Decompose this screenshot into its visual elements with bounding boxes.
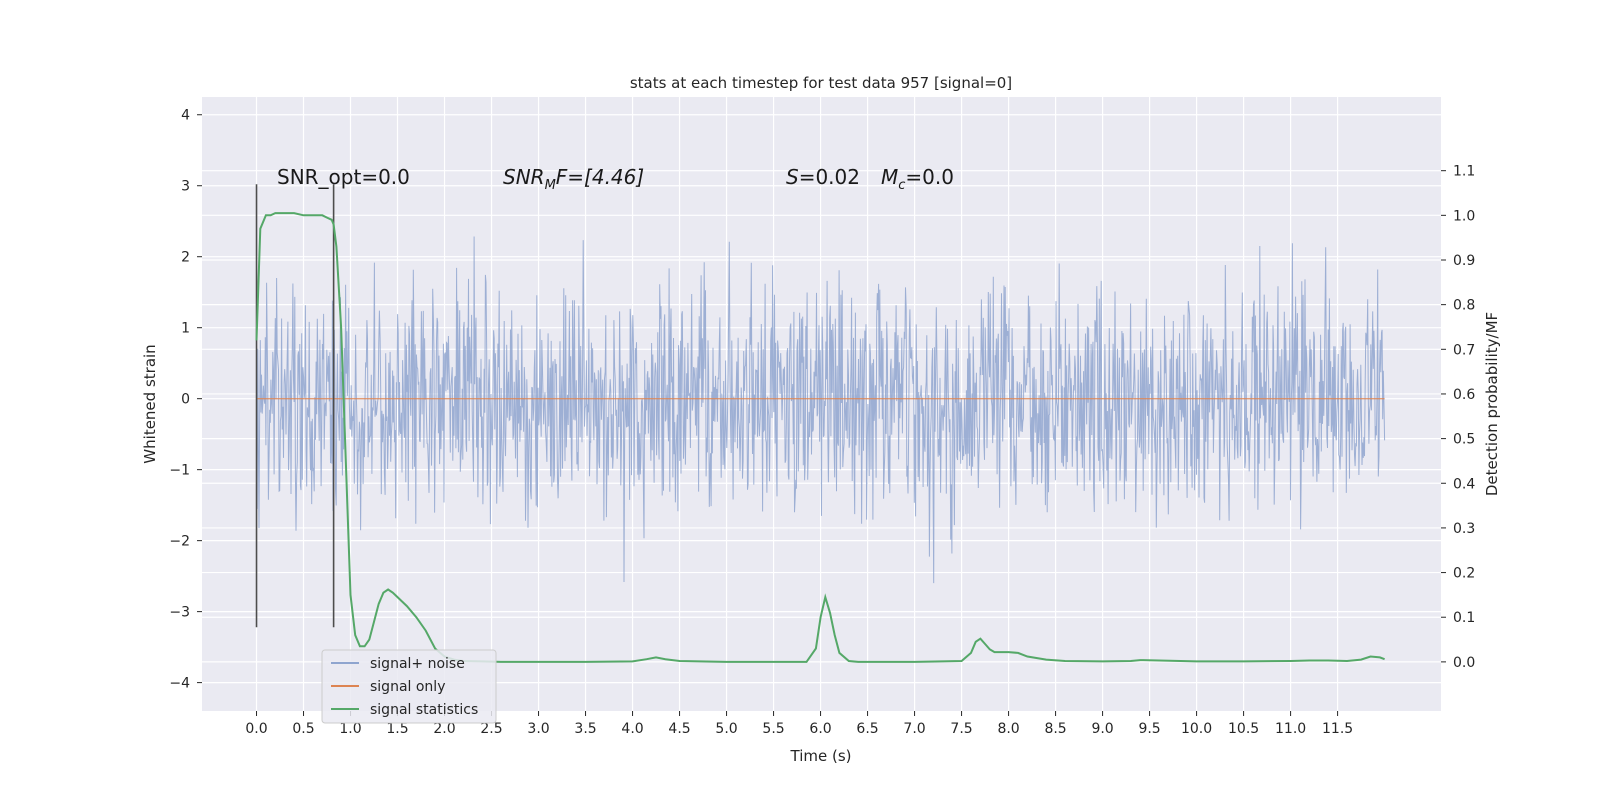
x-tick-label: 9.0 xyxy=(1091,721,1113,737)
x-tick-label: 6.5 xyxy=(856,721,878,737)
x-tick-label: 5.0 xyxy=(715,721,737,737)
chart-title: stats at each timestep for test data 957… xyxy=(630,74,1012,92)
x-tick-label: 0.0 xyxy=(245,721,267,737)
x-tick-label: 8.5 xyxy=(1044,721,1066,737)
y2-tick-label: 0.3 xyxy=(1453,521,1475,537)
y2-tick-label: 0.4 xyxy=(1453,476,1475,492)
annotation-snr-opt: SNR_opt=0.0 xyxy=(277,165,410,189)
annotation-s-rest: =0.02 xyxy=(799,165,860,189)
x-tick-label: 6.0 xyxy=(809,721,831,737)
y2-tick-label: 0.0 xyxy=(1453,655,1475,671)
legend: signal+ noise signal only signal statist… xyxy=(321,649,497,724)
y2-tick-label: 0.1 xyxy=(1453,610,1475,626)
legend-label-signal-only: signal only xyxy=(370,679,445,695)
x-tick-label: 7.5 xyxy=(950,721,972,737)
y-tick-label: −1 xyxy=(169,463,190,479)
y2-tick-label: 0.5 xyxy=(1453,432,1475,448)
y2-tick-label: 0.6 xyxy=(1453,387,1475,403)
y2-tick-label: 1.0 xyxy=(1453,208,1475,224)
annotation-snr-mf-label: SNR xyxy=(503,165,545,189)
y-tick-label: 0 xyxy=(181,392,190,408)
y-tick-label: −3 xyxy=(169,605,190,621)
y2-tick-label: 0.8 xyxy=(1453,298,1475,314)
y2-axis-label: Detection probability/MF xyxy=(1483,312,1501,496)
annotation-mc-label: M xyxy=(881,165,898,189)
series-line-signal-noise xyxy=(256,236,1386,584)
legend-label-signal-statistics: signal statistics xyxy=(370,702,478,718)
series-line-signal-statistics xyxy=(255,212,1385,663)
y-tick-label: 3 xyxy=(181,179,190,195)
x-tick-label: 0.5 xyxy=(292,721,314,737)
y2-tick-label: 0.7 xyxy=(1453,342,1475,358)
y2-tick-label: 0.9 xyxy=(1453,253,1475,269)
annotation-snr-mf-rest: F=[4.46] xyxy=(556,165,644,189)
annotation-snr-mf-sub: M xyxy=(545,178,556,193)
x-tick-label: 8.0 xyxy=(997,721,1019,737)
x-tick-label: 9.5 xyxy=(1138,721,1160,737)
annotation-mc-sub: c xyxy=(898,178,905,193)
annotation-s-label: S xyxy=(786,165,799,189)
y-tick-label: 1 xyxy=(181,321,190,337)
y2-tick-label: 1.1 xyxy=(1453,164,1475,180)
x-tick-label: 3.0 xyxy=(527,721,549,737)
x-tick-label: 11.0 xyxy=(1275,721,1306,737)
x-axis-label: Time (s) xyxy=(790,747,852,765)
x-tick-label: 4.5 xyxy=(668,721,690,737)
x-tick-label: 3.5 xyxy=(574,721,596,737)
x-tick-label: 1.0 xyxy=(339,721,361,737)
annotation-s: S=0.02 xyxy=(786,165,860,189)
y-axis-label: Whitened strain xyxy=(141,344,159,463)
x-tick-label: 2.0 xyxy=(433,721,455,737)
legend-label-signal-noise: signal+ noise xyxy=(370,656,465,672)
x-tick-label: 2.5 xyxy=(480,721,502,737)
x-tick-label: 10.5 xyxy=(1228,721,1259,737)
legend-box xyxy=(321,649,497,724)
x-tick-label: 10.0 xyxy=(1181,721,1212,737)
axis-layer: 0.0 0.5 1.0 1.5 2.0 2.5 3.0 3.5 4.0 4.5 5.0 5.5 6.0 6… xyxy=(169,108,1475,737)
x-tick-label: 5.5 xyxy=(762,721,784,737)
y-tick-label: 2 xyxy=(181,250,190,266)
annotation-snr-mf: SNRMF=[4.46] xyxy=(503,165,644,193)
annotation-mc: Mc=0.0 xyxy=(881,165,954,193)
data-layer xyxy=(255,184,1385,663)
x-tick-label: 7.0 xyxy=(903,721,925,737)
annotation-mc-rest: =0.0 xyxy=(905,165,954,189)
y-tick-label: 4 xyxy=(181,108,190,124)
x-tick-label: 4.0 xyxy=(621,721,643,737)
x-tick-label: 11.5 xyxy=(1322,721,1353,737)
noise-series xyxy=(256,236,1386,584)
y-tick-label: −2 xyxy=(169,534,190,550)
y2-tick-label: 0.2 xyxy=(1453,566,1475,582)
y-tick-label: −4 xyxy=(169,676,190,692)
x-tick-label: 1.5 xyxy=(386,721,408,737)
